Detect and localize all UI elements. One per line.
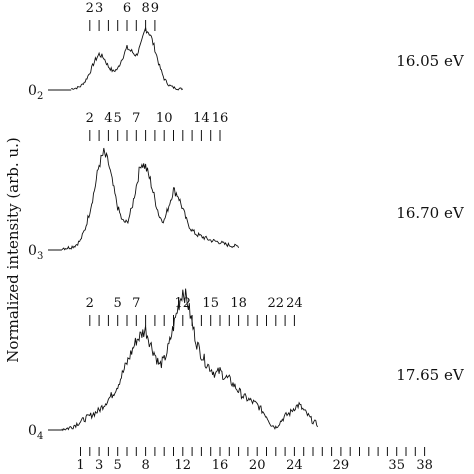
bottom-axis: 1 3 5 8 12 16 20 24 29 35 38 (76, 447, 433, 473)
bottom-tick-label: 5 (114, 458, 122, 473)
bottom-tick-label: 12 (175, 458, 192, 473)
peak-label: 2 (86, 111, 94, 126)
peak-label: 16 (212, 111, 229, 126)
baseline-subscript: 3 (37, 251, 43, 262)
peak-label: 5 (114, 296, 122, 311)
baseline-label: 0 (28, 83, 37, 99)
energy-label: 17.65 eV (396, 366, 465, 384)
bottom-tick-label: 38 (416, 458, 433, 473)
peak-label: 6 (123, 1, 131, 16)
peak-label: 7 (132, 111, 140, 126)
bottom-tick-label: 8 (141, 458, 149, 473)
bottom-tick-label: 20 (249, 458, 266, 473)
peak-label: 22 (268, 296, 285, 311)
baseline-subscript: 4 (37, 431, 43, 442)
baseline-label: 0 (28, 423, 37, 439)
panel-2: 0 3 16.70 eV 2 4 5 7 10 14 16 (28, 111, 465, 262)
peak-label: 2 (86, 1, 94, 16)
panel-1: 0 216.05 eV2 3 6 8 9 (28, 1, 465, 102)
peak-label: 9 (151, 1, 159, 16)
energy-label: 16.70 eV (396, 204, 465, 222)
bottom-tick-label: 24 (286, 458, 303, 473)
peak-label: 8 (141, 1, 149, 16)
bottom-tick-label: 16 (212, 458, 229, 473)
peak-label: 7 (132, 296, 140, 311)
peak-label: 15 (202, 296, 219, 311)
y-axis-label: Normalized intensity (arb. u.) (4, 137, 22, 362)
spectrum-trace (71, 27, 184, 91)
bottom-tick-label: 35 (388, 458, 405, 473)
peak-label: 3 (95, 1, 103, 16)
panels-group: 0 216.05 eV2 3 6 8 90 316.70 eV2 4 5 7 10 14 160 417.… (28, 1, 465, 442)
peak-label: 2 (86, 296, 94, 311)
peak-label: 4 (104, 111, 112, 126)
bottom-tick-label: 3 (95, 458, 103, 473)
spectrum-trace (61, 288, 318, 432)
peak-label: 10 (156, 111, 173, 126)
baseline-subscript: 2 (37, 91, 43, 102)
bottom-tick-label: 29 (333, 458, 350, 473)
energy-label: 16.05 eV (396, 52, 465, 70)
peak-label: 18 (230, 296, 247, 311)
peak-label: 24 (286, 296, 303, 311)
baseline-label: 0 (28, 243, 37, 259)
peak-label: 14 (193, 111, 210, 126)
peak-label: 5 (114, 111, 122, 126)
spectrum-trace (61, 147, 240, 251)
panel-3: 0 417.65 eV2 5 7 12 15 18 22 24 (28, 288, 465, 442)
bottom-tick-label: 1 (76, 458, 84, 473)
